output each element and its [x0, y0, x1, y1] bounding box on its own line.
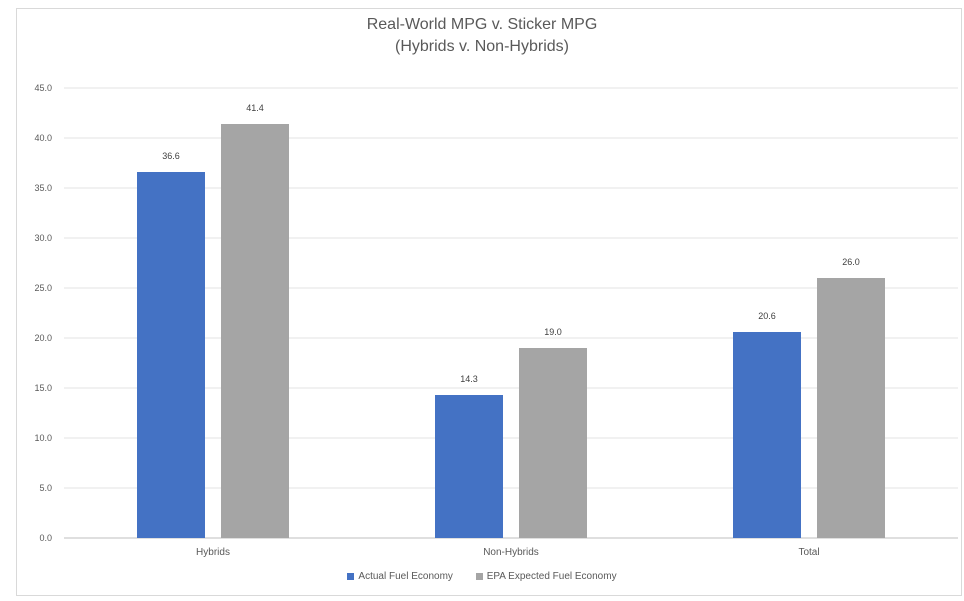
y-tick-label: 30.0 — [34, 233, 52, 243]
legend-item-epa: EPA Expected Fuel Economy — [475, 571, 617, 582]
data-label: 19.0 — [544, 327, 562, 337]
gridlines — [64, 87, 958, 539]
y-tick-label: 5.0 — [39, 483, 52, 493]
bar-epa-non-hybrids — [519, 348, 587, 538]
y-tick-label: 10.0 — [34, 433, 52, 443]
bar-epa-hybrids — [221, 124, 289, 538]
y-tick-label: 35.0 — [34, 183, 52, 193]
y-tick-label: 45.0 — [34, 83, 52, 93]
legend-item-actual: Actual Fuel Economy — [347, 571, 453, 582]
y-axis-tick-labels: 0.0 5.0 10.0 15.0 20.0 25.0 30.0 35.0 40.0 45.0 — [34, 83, 52, 543]
legend-label-actual: Actual Fuel Economy — [358, 571, 453, 582]
data-label: 26.0 — [842, 257, 860, 267]
bars — [137, 124, 885, 538]
y-tick-label: 20.0 — [34, 333, 52, 343]
legend-label-epa: EPA Expected Fuel Economy — [486, 571, 617, 582]
y-tick-label: 40.0 — [34, 133, 52, 143]
y-tick-label: 15.0 — [34, 383, 52, 393]
data-label: 14.3 — [460, 374, 478, 384]
legend-swatch-actual — [347, 573, 355, 580]
data-label: 36.6 — [162, 151, 180, 161]
bar-actual-hybrids — [137, 172, 205, 538]
legend-swatch-epa — [475, 573, 483, 580]
bar-epa-total — [817, 278, 885, 538]
data-labels: 36.6 41.4 14.3 19.0 20.6 26.0 — [162, 103, 860, 384]
chart-title-line1: Real-World MPG v. Sticker MPG — [366, 16, 598, 33]
bar-actual-non-hybrids — [435, 395, 503, 538]
x-axis-tick-labels: Hybrids Non-Hybrids Total — [196, 547, 820, 558]
x-tick-label: Hybrids — [196, 547, 230, 558]
bar-actual-total — [733, 332, 801, 538]
x-tick-label: Non-Hybrids — [483, 547, 539, 558]
y-tick-label: 0.0 — [39, 533, 52, 543]
data-label: 41.4 — [246, 103, 264, 113]
chart-title-line2: (Hybrids v. Non-Hybrids) — [395, 38, 569, 55]
legend: Actual Fuel Economy EPA Expected Fuel Ec… — [0, 571, 964, 583]
data-label: 20.6 — [758, 311, 776, 321]
y-tick-label: 25.0 — [34, 283, 52, 293]
x-tick-label: Total — [798, 547, 819, 558]
chart-title: Real-World MPG v. Sticker MPG (Hybrids v… — [0, 14, 964, 58]
